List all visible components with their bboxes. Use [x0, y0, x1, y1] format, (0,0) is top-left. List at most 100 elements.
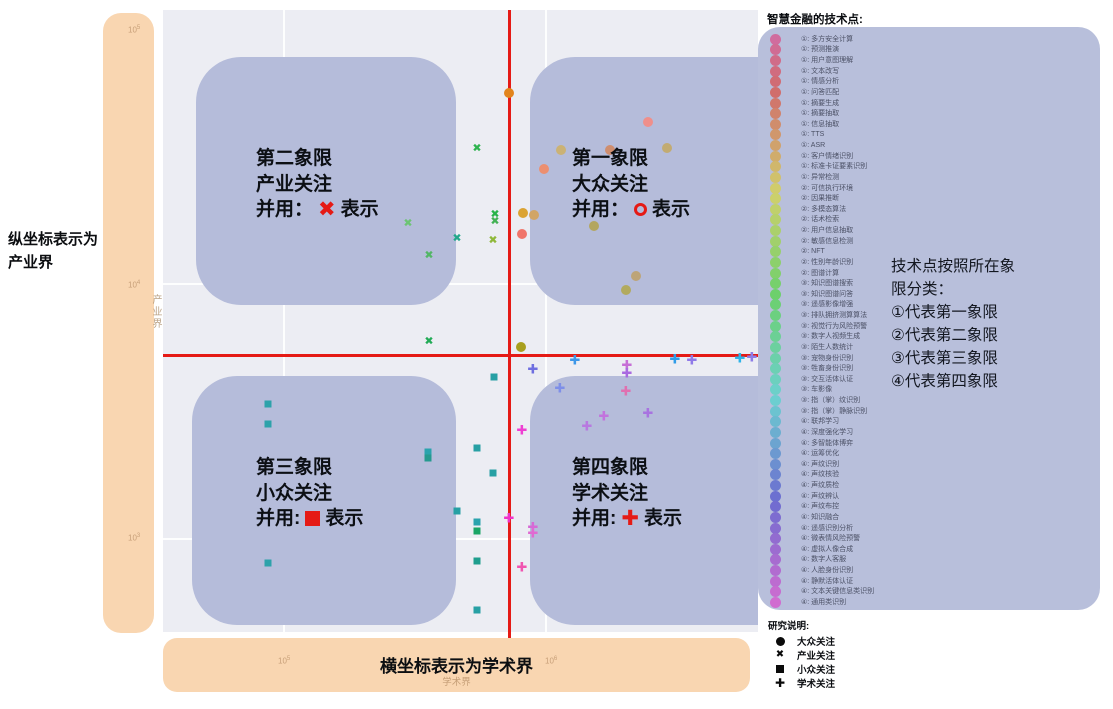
y-axis-ghost-title: 产业界 [150, 294, 161, 330]
quadrant-label-q2: 第二象限 产业关注 并用： ✖ 表示 [256, 148, 379, 222]
scatter-point-plus: ✚ [621, 365, 633, 381]
legend-dot-icon [770, 44, 781, 56]
crosshair-horizontal-line [163, 354, 758, 357]
legend-item: ①: 文本改写 [770, 65, 874, 77]
y-axis-band: 105 104 103 [103, 13, 154, 633]
legend-item: ④: 人脸身份识别 [770, 565, 874, 577]
scatter-point-plus: ✚ [669, 351, 681, 367]
legend-item-label: ③: 指（掌）纹识别 [801, 397, 861, 405]
scatter-point-plus: ✚ [527, 525, 539, 541]
legend-item: ③: 交互活体认证 [770, 373, 874, 385]
legend-dot-icon [770, 458, 781, 470]
scatter-point-circle [504, 88, 514, 98]
legend-dot-icon [770, 331, 781, 343]
legend-dot-icon [770, 501, 781, 513]
scatter-point-square [473, 518, 481, 526]
legend-item: ④: 遥感识别分析 [770, 522, 874, 534]
legend-item-label: ③: 交互活体认证 [801, 375, 854, 383]
legend-item: ④: 声纹核验 [770, 469, 874, 481]
legend-dot-icon [770, 543, 781, 555]
legend-item-label: ①: 多方安全计算 [801, 35, 854, 43]
legend-item: ①: 摘要抽取 [770, 108, 874, 120]
axis-tick-label: 103 [128, 533, 141, 543]
legend-dot-icon [770, 522, 781, 534]
legend-dot-icon [770, 203, 781, 215]
scatter-point-circle [529, 210, 539, 220]
legend-item-label: ④: 虚拟人像合成 [801, 545, 854, 553]
legend-item: ①: 问答匹配 [770, 86, 874, 98]
x-axis-caption: 横坐标表示为学术界 [380, 657, 533, 676]
legend-dot-icon [770, 384, 781, 396]
scatter-point-square [424, 454, 432, 462]
legend-item-label: ③: 陌生人数统计 [801, 343, 854, 351]
scatter-point-plus: ✚ [554, 380, 566, 396]
legend-item: ②: 图谱计算 [770, 267, 874, 279]
scatter-point-square [490, 373, 498, 381]
legend-item-label: ③: 宠物身份识别 [801, 354, 854, 362]
legend-dot-icon [770, 511, 781, 523]
legend-item-label: ④: 声纹核验 [801, 471, 840, 479]
legend-dot-icon [770, 33, 781, 45]
legend-item-label: ④: 深度强化学习 [801, 428, 854, 436]
research-note-label: 大众关注 [797, 637, 836, 648]
legend-dot-icon [770, 586, 781, 598]
legend-item: ③: 排队拥挤测算算法 [770, 310, 874, 322]
scatter-point-plus: ✚ [620, 383, 632, 399]
legend-dot-icon [770, 97, 781, 109]
legend-item-label: ③: 视觉行为风险预警 [801, 322, 868, 330]
legend-item: ③: 陌生人数统计 [770, 341, 874, 353]
scatter-point-circle [605, 145, 615, 155]
axis-tick-label: 106 [545, 656, 558, 666]
legend-item: ④: 深度强化学习 [770, 426, 874, 438]
legend-item: ④: 数字人客服 [770, 554, 874, 566]
legend-item: ④: 声纹质检 [770, 480, 874, 492]
legend-item-label: ①: 摘要抽取 [801, 110, 840, 118]
legend-panel: ①: 多方安全计算 ①: 预测推演 ①: 用户意图理解 ①: 文本改写 ①: 情感分析 ①… [758, 27, 1100, 610]
legend-item: ④: 声纹识别 [770, 458, 874, 470]
legend-item-label: ④: 知识融合 [801, 513, 840, 521]
legend-item-label: ③: 数字人视频生成 [801, 333, 861, 341]
legend-item-label: ②: 因果推断 [801, 195, 840, 203]
quadrant-subtitle: 小众关注 [256, 482, 333, 504]
legend-item-label: ④: 声纹质检 [801, 482, 840, 490]
legend-dot-icon [770, 267, 781, 279]
legend-dot-icon [770, 256, 781, 268]
legend-dot-icon [770, 437, 781, 449]
legend-item-label: ③: 牲畜身份识别 [801, 365, 854, 373]
legend-dot-icon [770, 490, 781, 502]
legend-dot-icon [770, 182, 781, 194]
legend-item-label: ①: 客户情绪识别 [801, 152, 854, 160]
legend-item-label: ①: 信息抽取 [801, 120, 840, 128]
research-note-label: 学术关注 [797, 679, 836, 690]
scatter-point-plus: ✚ [598, 408, 610, 424]
circle-marker-icon [775, 636, 785, 646]
legend-item: ③: 知识图谱搜索 [770, 278, 874, 290]
legend-dot-icon [770, 288, 781, 300]
legend-item-label: ③: 车影像 [801, 386, 833, 394]
research-note-title: 研究说明: [768, 621, 810, 632]
legend-item-label: ②: NFT [801, 248, 825, 256]
legend-item-label: ①: 摘要生成 [801, 99, 840, 107]
legend-item: ④: 声纹辨认 [770, 490, 874, 502]
scatter-point-x: ✖ [424, 249, 434, 262]
legend-item: ②: NFT [770, 246, 874, 258]
legend-dot-icon [770, 65, 781, 77]
quadrant-box-q4 [530, 376, 758, 625]
legend-dot-icon [770, 565, 781, 577]
legend-item: ①: 信息抽取 [770, 118, 874, 130]
legend-item: ②: 敏感信息检测 [770, 235, 874, 247]
quadrant-box-q1 [530, 57, 758, 305]
research-note-item: 大众关注 [763, 634, 835, 648]
legend-dot-icon [770, 150, 781, 162]
classification-note: 技术点按照所在象 限分类： ①代表第一象限 ②代表第二象限 ③代表第三象限 ④代… [891, 258, 1016, 390]
scatter-point-plus: ✚ [621, 357, 633, 373]
scatter-point-circle [621, 285, 631, 295]
legend-item: ③: 指（掌）纹识别 [770, 395, 874, 407]
legend-dot-icon [770, 140, 781, 152]
scatter-point-x: ✖ [490, 215, 500, 228]
square-marker-icon [776, 665, 784, 673]
square-marker-icon [305, 511, 321, 527]
legend-item: ①: 多方安全计算 [770, 33, 874, 45]
legend-item: ④: 声纹布控 [770, 501, 874, 513]
quadrant-box-q3 [192, 376, 456, 625]
